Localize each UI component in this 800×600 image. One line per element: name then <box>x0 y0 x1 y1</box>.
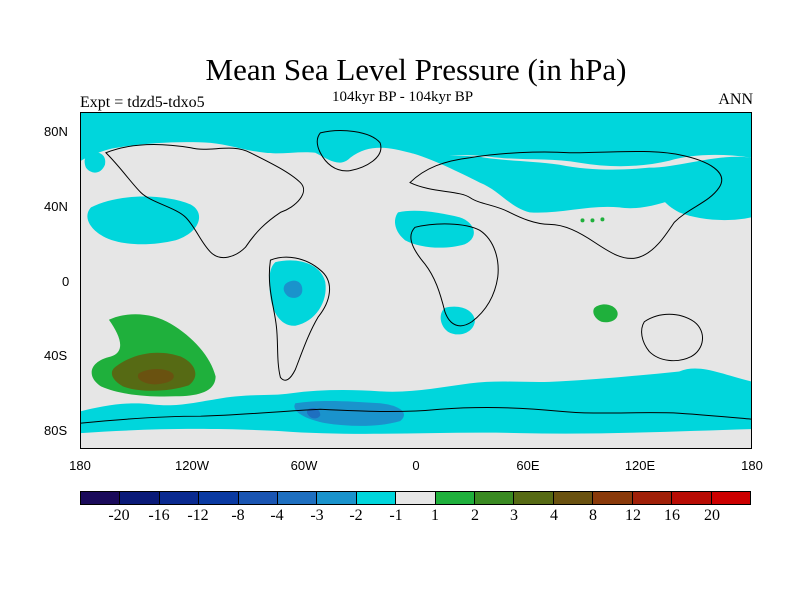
antarctic-gray-strip <box>81 428 751 448</box>
northeast-pacific-cyan-region <box>657 176 751 221</box>
colorbar-label-4: 4 <box>550 507 558 524</box>
colorbar-label-8: 8 <box>589 507 597 524</box>
colorbar-swatch <box>672 492 712 504</box>
colorbar-label-20: 20 <box>704 507 720 524</box>
lon-label-120w: 120W <box>175 458 209 473</box>
colorbar-swatch <box>632 492 673 504</box>
colorbar-swatch <box>475 492 515 504</box>
lon-label-60w: 60W <box>290 458 318 473</box>
colorbar-label-minus-16: -16 <box>148 507 170 524</box>
colorbar-swatch <box>553 492 594 504</box>
west-atlantic-cyan-patch <box>84 152 106 173</box>
colorbar-label-2: 2 <box>471 507 479 524</box>
colorbar-swatch <box>278 492 318 504</box>
colorbar-swatch <box>317 492 357 504</box>
colorbar-swatch <box>199 492 239 504</box>
lat-label-40s: 40S <box>44 348 68 363</box>
colorbar-swatch <box>356 492 397 504</box>
colorbar-swatch <box>514 492 554 504</box>
southern-ocean-deep-blue-spot <box>306 408 321 419</box>
mediterranean-cyan-region <box>394 210 474 248</box>
lon-label-0: 0 <box>412 458 420 473</box>
coastlines <box>81 130 751 424</box>
colorbar-label-3: 3 <box>510 507 518 524</box>
colorbar-swatch <box>120 492 160 504</box>
lon-label-180w: 180 <box>69 458 91 473</box>
asia-green-dot-2 <box>590 218 595 223</box>
colorbar-label-minus-1: -1 <box>389 507 403 524</box>
colorbar-label-minus-4: -4 <box>270 507 284 524</box>
chart-subtitle: 104kyr BP - 104kyr BP <box>332 89 474 105</box>
colorbar-swatch <box>593 492 633 504</box>
pressure-map <box>80 112 752 449</box>
season-label: ANN <box>718 91 753 108</box>
lon-label-120e: 120E <box>624 458 656 473</box>
experiment-label: Expt = tdzd5-tdxo5 <box>80 94 205 111</box>
colorbar-label-1: 1 <box>431 507 439 524</box>
colorbar-label-minus-8: -8 <box>231 507 245 524</box>
colorbar-label-12: 12 <box>625 507 641 524</box>
asia-green-dot-1 <box>580 218 585 223</box>
asia-green-dot-3 <box>600 217 605 222</box>
southern-ocean-blue-core <box>294 400 404 426</box>
colorbar-label-minus-12: -12 <box>187 507 209 524</box>
colorbar-label-minus-20: -20 <box>108 507 130 524</box>
lat-label-80s: 80S <box>44 423 68 438</box>
colorbar-swatch <box>238 492 279 504</box>
colorbar-swatch <box>159 492 200 504</box>
colorbar-label-minus-2: -2 <box>349 507 363 524</box>
north-america-coast <box>105 144 305 259</box>
colorbar-swatch <box>396 492 436 504</box>
colorbar-swatch <box>81 492 121 504</box>
south-pacific-brown-core <box>137 368 174 385</box>
south-america-coast <box>268 256 330 381</box>
colorbar-label-minus-3: -3 <box>310 507 324 524</box>
lat-label-80n: 80N <box>44 124 68 139</box>
colorbar <box>80 491 751 505</box>
africa-coast <box>410 223 499 327</box>
colorbar-label-16: 16 <box>664 507 680 524</box>
antarctica-coast <box>81 407 751 424</box>
lat-label-0: 0 <box>62 274 70 289</box>
south-africa-cyan-region <box>440 306 475 335</box>
eurasia-coast <box>409 150 723 259</box>
lat-label-40n: 40N <box>44 199 68 214</box>
australia-coast <box>641 313 703 362</box>
indian-ocean-green-patch <box>593 304 618 323</box>
southern-ocean-cyan-band <box>81 368 751 448</box>
south-america-blue-core <box>283 280 303 298</box>
colorbar-swatch <box>435 492 476 504</box>
colorbar-swatch <box>711 492 750 504</box>
greenland-coast <box>316 130 382 172</box>
lon-label-180e: 180 <box>741 458 763 473</box>
lon-label-60e: 60E <box>516 458 540 473</box>
chart-title: Mean Sea Level Pressure (in hPa) <box>205 52 627 87</box>
